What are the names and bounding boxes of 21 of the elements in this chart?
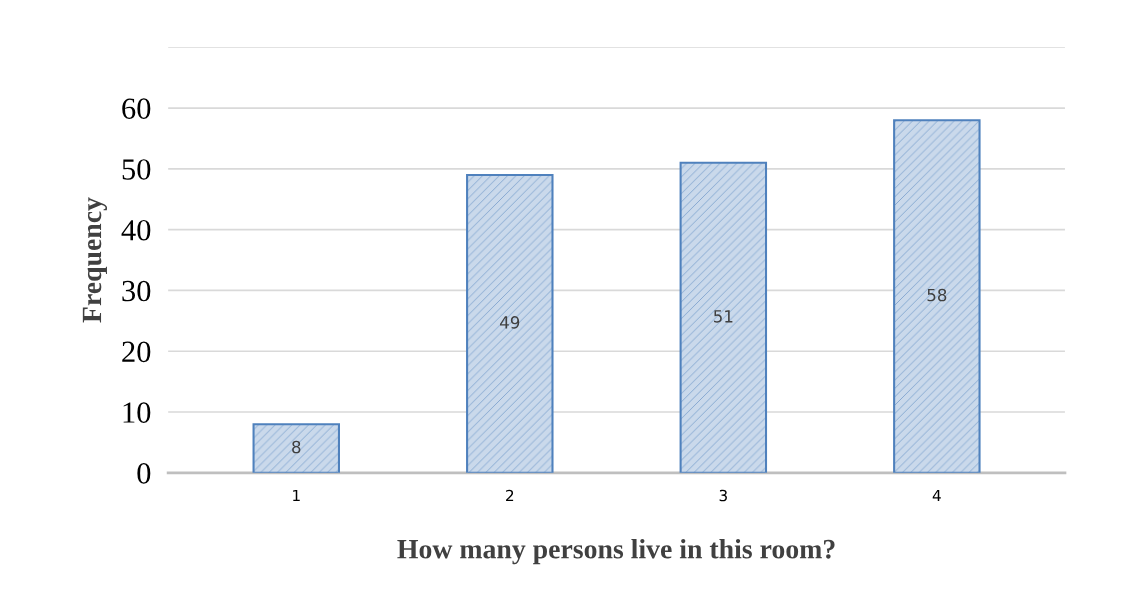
- y-axis-title: Frequency: [82, 197, 108, 323]
- bar: [466, 173, 554, 473]
- y-tick-label: 20: [122, 341, 151, 363]
- data-label: 58: [927, 288, 947, 302]
- data-label: 49: [500, 316, 520, 329]
- y-tick-label: 60: [122, 98, 151, 119]
- x-tick-label: 2: [506, 489, 514, 502]
- bar: [252, 423, 341, 473]
- data-label: 51: [713, 310, 733, 323]
- x-tick-label: 4: [932, 489, 941, 502]
- bar: [679, 161, 768, 473]
- y-tick-label: 30: [122, 280, 151, 302]
- data-label: 8: [292, 440, 301, 454]
- bar: [893, 119, 981, 473]
- x-tick-label: 1: [293, 489, 300, 502]
- y-tick-label: 0: [137, 463, 151, 484]
- x-axis-title: How many persons live in this room?: [397, 538, 835, 565]
- y-tick-label: 40: [121, 219, 151, 241]
- y-tick-label: 10: [123, 402, 151, 423]
- y-tick-label: 50: [122, 159, 151, 180]
- x-tick-label: 3: [719, 489, 727, 502]
